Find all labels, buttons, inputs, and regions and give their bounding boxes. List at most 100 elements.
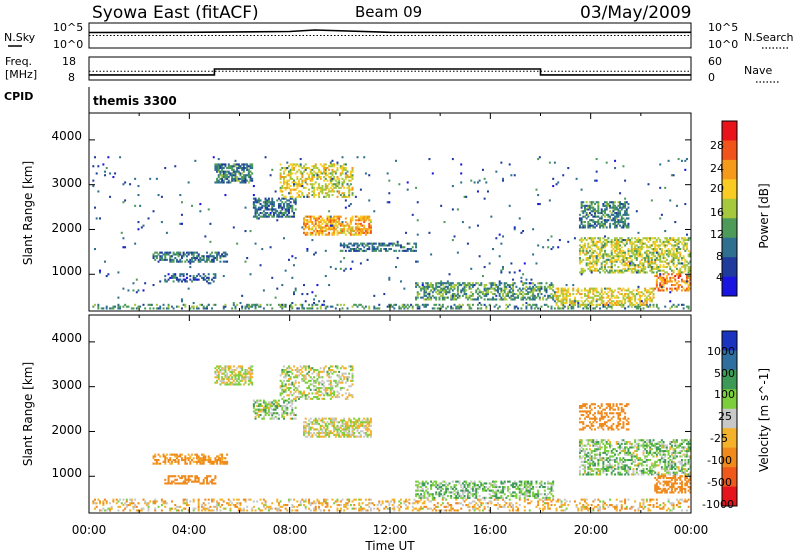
heatmap-cell	[116, 502, 118, 504]
heatmap-cell	[255, 243, 257, 245]
heatmap-cell	[500, 297, 502, 299]
heatmap-cell	[589, 250, 591, 252]
heatmap-cell	[624, 180, 626, 182]
heatmap-cell	[265, 412, 267, 414]
heatmap-cell	[340, 174, 342, 176]
heatmap-cell	[624, 502, 626, 504]
heatmap-cell	[250, 167, 252, 169]
heatmap-cell	[233, 226, 235, 228]
heatmap-cell	[340, 243, 342, 245]
heatmap-cell	[602, 257, 604, 259]
heatmap-cell	[382, 500, 384, 502]
heatmap-cell	[99, 217, 101, 219]
heatmap-cell	[487, 502, 489, 504]
heatmap-cell	[637, 237, 639, 239]
heatmap-cell	[592, 207, 594, 209]
heatmap-cell	[213, 156, 215, 158]
heatmap-cell	[144, 502, 146, 504]
heatmap-cell	[484, 293, 486, 295]
heatmap-cell	[485, 307, 487, 309]
heatmap-cell	[581, 223, 583, 225]
heatmap-cell	[117, 500, 119, 502]
heatmap-cell	[627, 248, 629, 250]
heatmap-cell	[168, 307, 170, 309]
heatmap-cell	[315, 221, 317, 223]
heatmap-cell	[668, 500, 670, 502]
heatmap-cell	[422, 508, 424, 510]
heatmap-cell	[442, 306, 444, 308]
heatmap-cell	[345, 167, 347, 169]
heatmap-cell	[469, 288, 471, 290]
heatmap-cell	[552, 185, 554, 187]
heatmap-cell	[213, 304, 215, 306]
heatmap-cell	[336, 169, 338, 171]
heatmap-cell	[504, 284, 506, 286]
heatmap-cell	[112, 499, 114, 501]
heatmap-cell	[627, 288, 629, 290]
heatmap-cell	[333, 165, 335, 167]
heatmap-cell	[265, 500, 267, 502]
heatmap-cell	[238, 180, 240, 182]
heatmap-cell	[544, 295, 546, 297]
heatmap-cell	[278, 504, 280, 506]
heatmap-cell	[240, 165, 242, 167]
heatmap-cell	[229, 504, 231, 506]
heatmap-cell	[342, 183, 344, 185]
heatmap-cell	[333, 228, 335, 230]
heatmap-cell	[398, 183, 400, 185]
heatmap-cell	[290, 185, 292, 187]
heatmap-cell	[204, 504, 206, 506]
heatmap-cell	[226, 374, 228, 376]
heatmap-cell	[525, 302, 527, 304]
heatmap-cell	[308, 176, 310, 178]
heatmap-cell	[256, 304, 258, 306]
heatmap-cell	[316, 307, 318, 309]
heatmap-cell	[291, 277, 293, 279]
heatmap-cell	[392, 306, 394, 308]
heatmap-cell	[612, 300, 614, 302]
heatmap-cell	[231, 502, 233, 504]
heatmap-cell	[263, 307, 265, 309]
heatmap-cell	[310, 172, 312, 174]
heatmap-cell	[245, 307, 247, 309]
heatmap-cell	[621, 219, 623, 221]
heatmap-cell	[238, 499, 240, 501]
heatmap-cell	[343, 181, 345, 183]
heatmap-cell	[423, 286, 425, 288]
heatmap-cell	[537, 194, 539, 196]
heatmap-cell	[445, 297, 447, 299]
heatmap-cell	[544, 286, 546, 288]
heatmap-cell	[666, 282, 668, 284]
heatmap-cell	[433, 499, 435, 501]
heatmap-cell	[271, 277, 273, 279]
heatmap-cell	[231, 376, 233, 378]
heatmap-cell	[245, 374, 247, 376]
heatmap-cell	[352, 219, 354, 221]
heatmap-cell	[596, 264, 598, 266]
heatmap-cell	[671, 277, 673, 279]
heatmap-cell	[373, 210, 375, 212]
heatmap-cell	[619, 248, 621, 250]
heatmap-cell	[541, 306, 543, 308]
heatmap-cell	[153, 500, 155, 502]
heatmap-cell	[241, 306, 243, 308]
heatmap-cell	[535, 189, 537, 191]
heatmap-cell	[104, 499, 106, 501]
heatmap-cell	[626, 243, 628, 245]
heatmap-cell	[612, 295, 614, 297]
heatmap-cell	[614, 252, 616, 254]
heatmap-cell	[455, 499, 457, 501]
heatmap-cell	[688, 262, 690, 264]
heatmap-cell	[474, 509, 476, 511]
heatmap-cell	[153, 253, 155, 255]
heatmap-cell	[280, 506, 282, 508]
heatmap-cell	[333, 183, 335, 185]
heatmap-cell	[581, 270, 583, 272]
heatmap-cell	[250, 171, 252, 173]
heatmap-cell	[624, 252, 626, 254]
heatmap-cell	[454, 298, 456, 300]
heatmap-cell	[320, 176, 322, 178]
heatmap-cell	[124, 199, 126, 201]
heatmap-cell	[342, 165, 344, 167]
heatmap-cell	[276, 412, 278, 414]
